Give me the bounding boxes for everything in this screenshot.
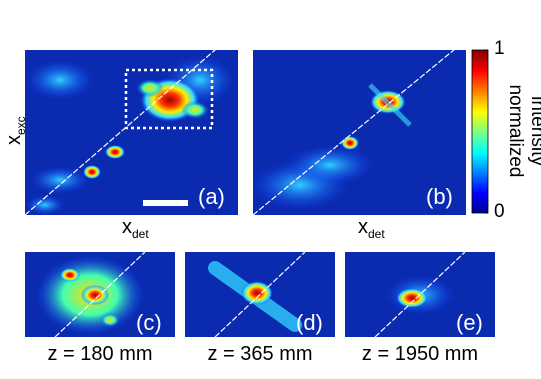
caption: z = 1950 mm — [362, 343, 478, 365]
panel-d — [185, 252, 335, 337]
panel-c — [25, 252, 175, 337]
panel-label: (b) — [426, 184, 453, 209]
caption: z = 180 mm — [47, 343, 152, 365]
colorbar-label-line: normalized — [505, 85, 526, 178]
panel-a — [25, 50, 238, 215]
panel-label: (e) — [456, 310, 483, 335]
label-base: x — [122, 216, 132, 238]
colorbar-label-line: intensity — [527, 96, 541, 166]
x-axis-label: xdet — [122, 216, 149, 241]
caption: z = 365 mm — [207, 343, 312, 365]
panel-b — [253, 50, 466, 215]
colorbar-tick-label: 1 — [494, 38, 505, 59]
panel-e — [345, 252, 495, 337]
label-sub: det — [132, 227, 149, 241]
colorbar-tick-label: 0 — [494, 201, 505, 222]
label-base: x — [3, 135, 25, 145]
panel-label: (c) — [136, 310, 162, 335]
panel-label: (a) — [198, 184, 225, 209]
panel-label: (d) — [296, 310, 323, 335]
x-axis-label: xdet — [358, 216, 385, 241]
colorbar — [471, 49, 489, 214]
y-axis-label: xexc — [3, 116, 28, 145]
label-base: x — [358, 216, 368, 238]
label-sub: exc — [14, 116, 28, 135]
label-sub: det — [368, 227, 385, 241]
colorbar-label: normalizedintensity — [505, 85, 541, 178]
